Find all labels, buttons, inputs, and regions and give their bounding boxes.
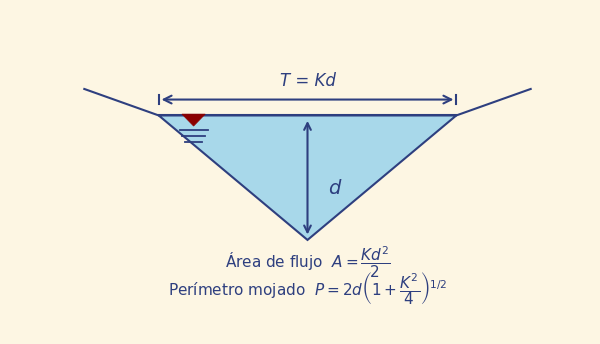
Text: Área de flujo  $A = \dfrac{Kd^{2}}{2}$: Área de flujo $A = \dfrac{Kd^{2}}{2}$ — [224, 245, 391, 280]
Text: Perímetro mojado  $P = 2d\left(1 + \dfrac{K^{2}}{4}\right)^{1/2}$: Perímetro mojado $P = 2d\left(1 + \dfrac… — [167, 270, 448, 308]
Text: T = Kd: T = Kd — [280, 72, 335, 90]
Polygon shape — [158, 116, 456, 240]
Polygon shape — [182, 114, 205, 126]
Text: d: d — [328, 179, 341, 198]
